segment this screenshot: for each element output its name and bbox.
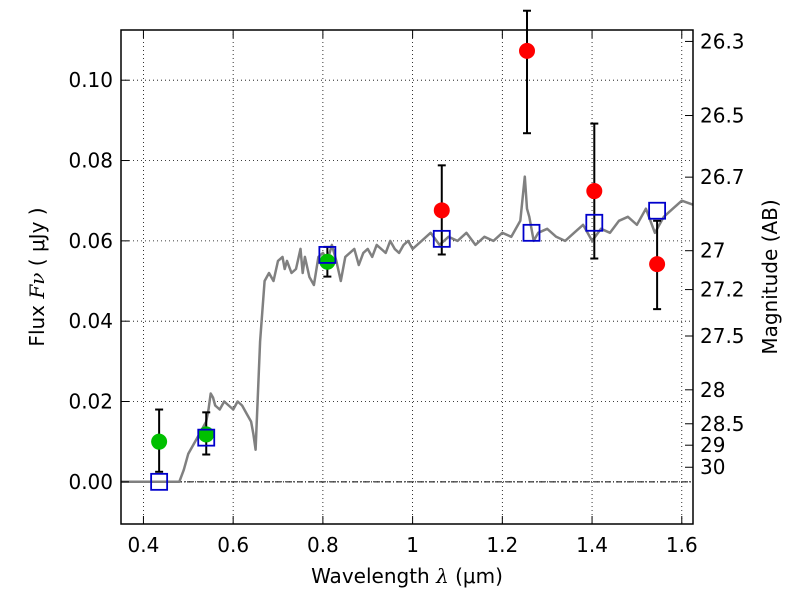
y-axis-label: Flux Fν ( μJy ) (25, 207, 49, 346)
x-axis-label-symbol: λ (435, 564, 449, 588)
model-point (432, 229, 451, 248)
x-tick-label: 1 (406, 533, 419, 557)
data-point (433, 202, 450, 219)
plot-background (121, 30, 693, 524)
y-axis-label-unit: ( μJy ) (25, 207, 49, 266)
x-axis-label-unit: (μm) (455, 564, 503, 588)
plot-frame (120, 29, 694, 525)
y2-axis-label: Magnitude (AB) (758, 199, 782, 354)
model-point (522, 223, 541, 242)
y-axis-label-symbol: Fν (25, 273, 49, 300)
x-tick-label: 1.6 (666, 533, 698, 557)
mag-tick-label: 28 (700, 378, 725, 402)
y-tick-label: 0.00 (68, 470, 113, 494)
x-tick-label: 1.2 (486, 533, 518, 557)
x-tick-label: 0.8 (307, 533, 339, 557)
y-axis-label-text: Flux (25, 305, 49, 347)
mag-tick-label: 29 (700, 433, 725, 457)
model-point (648, 201, 667, 220)
x-axis-label-text: Wavelength (311, 564, 430, 588)
x-tick-label: 0.4 (128, 533, 160, 557)
mag-tick-label: 28.5 (700, 412, 745, 436)
data-point (151, 433, 168, 450)
mag-tick-label: 26.3 (700, 29, 745, 53)
mag-tick-label: 27 (700, 239, 725, 263)
y-tick-label: 0.10 (68, 68, 113, 92)
mag-tick-label: 27.2 (700, 278, 745, 302)
data-point (649, 256, 666, 273)
ticks: 0.4 0.6 0.8 1 1.2 1.4 1.6 0.00 0.02 0.04 0.06 0.08 0… (68, 29, 744, 557)
y-tick-label: 0.02 (68, 390, 113, 414)
mag-tick-label: 26.7 (700, 165, 745, 189)
y-tick-label: 0.06 (68, 229, 113, 253)
x-axis-label: Wavelength λ (μm) (311, 564, 503, 588)
x-tick-label: 1.4 (576, 533, 608, 557)
mag-tick-label: 26.5 (700, 104, 745, 128)
data-point (519, 42, 536, 59)
model-point (150, 472, 169, 491)
x-tick-label: 0.6 (217, 533, 249, 557)
data-point (586, 183, 603, 200)
y-tick-label: 0.08 (68, 149, 113, 173)
model-point (585, 213, 604, 232)
mag-tick-label: 27.5 (700, 324, 745, 348)
mag-tick-label: 30 (700, 455, 725, 479)
spectrum-line (121, 175, 694, 484)
data-point (319, 253, 336, 270)
y-tick-label: 0.04 (68, 309, 113, 333)
model-point (197, 428, 216, 447)
model-point (318, 246, 337, 264)
series-layer (121, 9, 694, 491)
